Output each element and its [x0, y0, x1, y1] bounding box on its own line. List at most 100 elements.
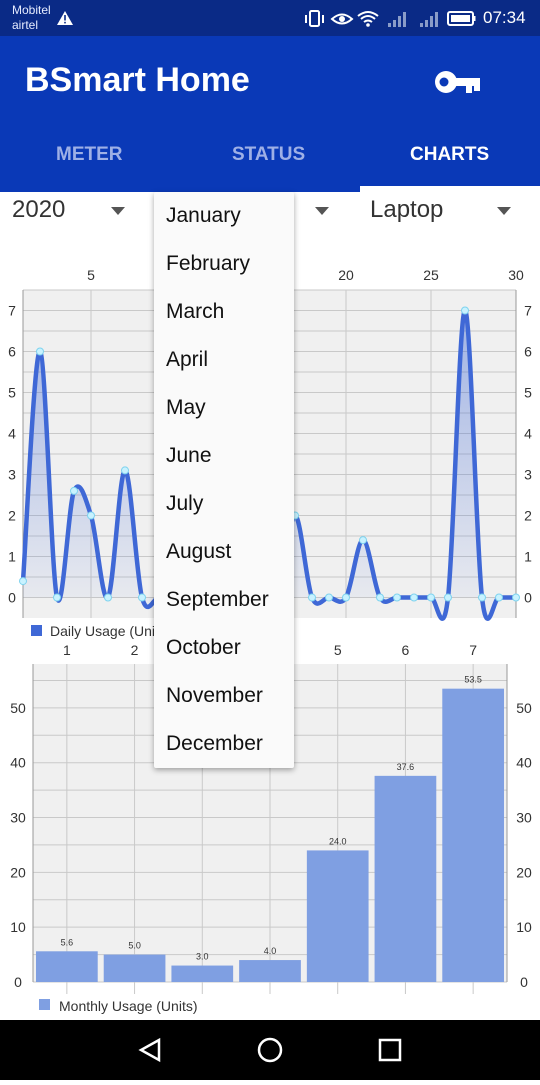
daily-usage-point — [461, 306, 469, 315]
wifi-icon — [357, 11, 379, 27]
legend-swatch — [39, 999, 50, 1010]
navigation-buttons — [138, 1037, 402, 1063]
month-option-march[interactable]: March — [166, 300, 225, 323]
month-option-october[interactable]: October — [166, 636, 241, 659]
monthly-usage-chart: 00101020203030404050505.615.023.034.0424… — [10, 642, 532, 1014]
daily-usage-area — [23, 310, 516, 619]
x-tick-label: 30 — [508, 267, 524, 283]
tab-status[interactable]: STATUS — [232, 144, 306, 165]
y-tick-label-right: 30 — [516, 810, 532, 826]
x-tick-label: 7 — [469, 642, 477, 658]
daily-usage-point — [70, 486, 78, 495]
y-tick-label-right: 2 — [524, 508, 532, 524]
warning-icon — [57, 11, 73, 25]
device-spinner[interactable]: Laptop — [370, 196, 443, 230]
daily-usage-point — [19, 577, 27, 586]
y-tick-label-right: 0 — [520, 974, 528, 990]
daily-usage-point — [410, 593, 418, 602]
daily-usage-point — [393, 593, 401, 602]
vibrate-icon — [305, 10, 324, 27]
month-option-july[interactable]: July — [166, 492, 204, 515]
signal-icon — [420, 12, 438, 27]
daily-usage-point — [512, 593, 520, 602]
month-option-november[interactable]: November — [166, 684, 263, 707]
daily-usage-point — [325, 593, 333, 602]
monthly-usage-bar — [103, 954, 166, 982]
y-tick-label: 3 — [8, 467, 16, 483]
y-tick-label: 20 — [10, 864, 26, 880]
y-tick-label: 0 — [8, 590, 16, 606]
legend-label: Monthly Usage (Units) — [59, 998, 198, 1014]
y-tick-label: 5 — [8, 385, 16, 401]
daily-usage-point — [308, 593, 316, 602]
home-icon[interactable] — [257, 1037, 283, 1063]
monthly-usage-bar — [239, 960, 301, 982]
recents-icon[interactable] — [378, 1038, 402, 1062]
y-tick-label-right: 40 — [516, 755, 532, 771]
y-tick-label: 7 — [8, 303, 16, 319]
daily-usage-point — [138, 593, 146, 602]
y-tick-label: 2 — [8, 508, 16, 524]
month-option-may[interactable]: May — [166, 396, 206, 419]
daily-usage-point — [53, 593, 61, 602]
daily-usage-point — [478, 593, 486, 602]
tab-meter[interactable]: METER — [56, 144, 123, 165]
y-tick-label-right: 1 — [524, 549, 532, 565]
y-tick-label-right: 6 — [524, 344, 532, 360]
bar-value-label: 24.0 — [329, 836, 347, 846]
device-spinner-caret-icon[interactable] — [497, 207, 511, 215]
status-icons — [305, 10, 476, 27]
y-tick-label-right: 5 — [524, 385, 532, 401]
monthly-usage-bar — [36, 951, 98, 982]
y-tick-label: 40 — [10, 755, 26, 771]
month-option-february[interactable]: February — [166, 252, 251, 275]
carrier-line-2: airtel — [12, 18, 39, 32]
month-option-september[interactable]: September — [166, 588, 269, 611]
bar-value-label: 53.5 — [464, 675, 482, 685]
y-tick-label-right: 3 — [524, 467, 532, 483]
month-option-june[interactable]: June — [166, 444, 212, 467]
daily-usage-point — [36, 347, 44, 356]
daily-usage-point — [444, 593, 452, 602]
x-tick-label: 25 — [423, 267, 439, 283]
x-tick-label: 6 — [402, 642, 410, 658]
monthly-usage-bar — [374, 775, 437, 982]
y-tick-label-right: 50 — [516, 700, 532, 716]
tab-charts[interactable]: CHARTS — [410, 144, 490, 165]
month-option-august[interactable]: August — [166, 540, 232, 563]
key-icon[interactable] — [430, 62, 486, 102]
legend-swatch — [31, 625, 42, 636]
bar-value-label: 5.6 — [61, 937, 74, 947]
month-option-january[interactable]: January — [166, 204, 241, 227]
x-tick-label: 2 — [131, 642, 139, 658]
y-tick-label-right: 4 — [524, 426, 532, 442]
y-tick-label-right: 7 — [524, 303, 532, 319]
year-spinner-caret-icon[interactable] — [111, 207, 125, 215]
year-spinner[interactable]: 2020 — [12, 196, 65, 230]
daily-usage-point — [495, 593, 503, 602]
x-tick-label: 5 — [334, 642, 342, 658]
monthly-usage-bar — [442, 688, 504, 982]
month-spinner-caret-icon[interactable] — [315, 207, 329, 215]
carrier-label: Mobitel airtel — [12, 3, 51, 33]
y-tick-label-right: 10 — [516, 919, 532, 935]
x-tick-label: 1 — [63, 642, 71, 658]
bar-value-label: 4.0 — [264, 946, 277, 956]
back-icon[interactable] — [138, 1037, 161, 1063]
bar-value-label: 37.6 — [397, 762, 415, 772]
daily-usage-point — [342, 593, 350, 602]
battery-icon — [447, 11, 476, 26]
daily-usage-point — [104, 593, 112, 602]
monthly-usage-bar — [306, 850, 369, 982]
y-tick-label: 10 — [10, 919, 26, 935]
y-tick-label: 0 — [14, 974, 22, 990]
y-tick-label: 1 — [8, 549, 16, 565]
year-spinner-value: 2020 — [12, 196, 66, 223]
status-bar: Mobitel airtel — [0, 0, 540, 36]
month-option-december[interactable]: December — [166, 732, 263, 755]
month-option-april[interactable]: April — [166, 348, 209, 371]
app-bar: BSmart Home METER STATUS CHARTS — [0, 36, 540, 192]
y-tick-label: 6 — [8, 344, 16, 360]
y-tick-label-right: 0 — [524, 590, 532, 606]
daily-usage-point — [376, 593, 384, 602]
